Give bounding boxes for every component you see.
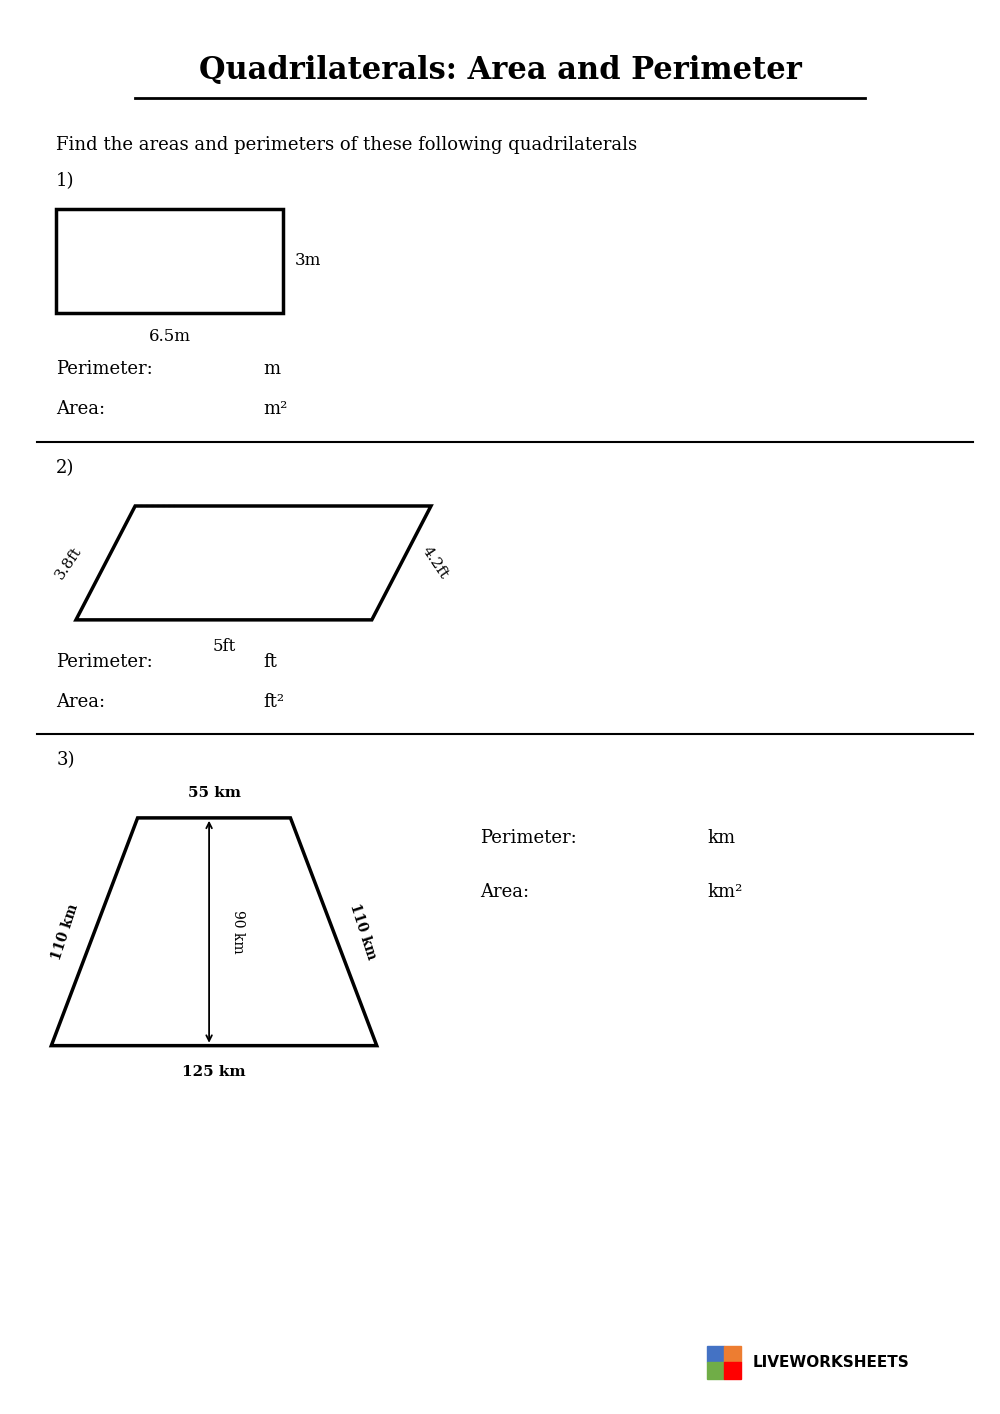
Text: km²: km² bbox=[707, 884, 742, 901]
Text: 6.5m: 6.5m bbox=[149, 328, 191, 345]
Bar bbox=[724, 1363, 741, 1379]
Text: Quadrilaterals: Area and Perimeter: Quadrilaterals: Area and Perimeter bbox=[199, 55, 801, 86]
Text: Perimeter:: Perimeter: bbox=[56, 653, 153, 672]
Text: 90 km: 90 km bbox=[231, 911, 245, 953]
Text: 55 km: 55 km bbox=[188, 786, 241, 800]
Bar bbox=[707, 1346, 724, 1363]
Text: 4.2ft: 4.2ft bbox=[419, 544, 451, 581]
Text: m²: m² bbox=[263, 400, 288, 419]
Text: m: m bbox=[263, 361, 280, 379]
Text: km: km bbox=[707, 829, 735, 847]
Text: 110 km: 110 km bbox=[49, 902, 81, 962]
Text: Area:: Area: bbox=[56, 693, 105, 711]
Text: 3m: 3m bbox=[295, 253, 321, 270]
Text: Area:: Area: bbox=[480, 884, 529, 901]
Bar bbox=[707, 1363, 724, 1379]
Text: 3.8ft: 3.8ft bbox=[52, 544, 84, 581]
Text: LIVEWORKSHEETS: LIVEWORKSHEETS bbox=[752, 1355, 909, 1370]
Bar bbox=[724, 1346, 741, 1363]
Text: Perimeter:: Perimeter: bbox=[56, 361, 153, 379]
Text: Area:: Area: bbox=[56, 400, 105, 419]
Text: 125 km: 125 km bbox=[182, 1065, 246, 1079]
Text: 110 km: 110 km bbox=[348, 902, 379, 962]
Text: ft: ft bbox=[263, 653, 277, 672]
Text: 5ft: 5ft bbox=[212, 638, 236, 655]
Text: 1): 1) bbox=[56, 173, 75, 191]
Text: ft²: ft² bbox=[263, 693, 284, 711]
Text: Find the areas and perimeters of these following quadrilaterals: Find the areas and perimeters of these f… bbox=[56, 136, 637, 154]
Text: 2): 2) bbox=[56, 460, 75, 478]
Text: 3): 3) bbox=[56, 751, 75, 769]
Text: Perimeter:: Perimeter: bbox=[480, 829, 577, 847]
